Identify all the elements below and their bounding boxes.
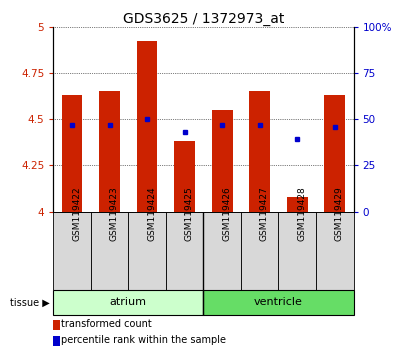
Text: percentile rank within the sample: percentile rank within the sample xyxy=(61,335,226,345)
Text: GSM119429: GSM119429 xyxy=(335,187,344,241)
Text: transformed count: transformed count xyxy=(61,319,152,329)
Text: atrium: atrium xyxy=(110,297,147,307)
Bar xyxy=(99,91,120,212)
Text: GSM119423: GSM119423 xyxy=(110,187,118,241)
Text: GSM119426: GSM119426 xyxy=(222,187,231,241)
Bar xyxy=(287,197,308,212)
Text: tissue ▶: tissue ▶ xyxy=(9,297,49,307)
Text: GSM119422: GSM119422 xyxy=(72,187,81,241)
Text: ventricle: ventricle xyxy=(254,297,303,307)
Bar xyxy=(278,212,316,290)
Bar xyxy=(324,95,345,212)
Bar xyxy=(241,212,278,290)
Bar xyxy=(203,212,241,290)
Bar xyxy=(166,212,203,290)
Bar xyxy=(53,212,91,290)
Bar xyxy=(203,290,354,315)
Bar xyxy=(62,95,83,212)
Text: GSM119427: GSM119427 xyxy=(260,187,269,241)
Bar xyxy=(128,212,166,290)
Bar xyxy=(137,41,158,212)
Title: GDS3625 / 1372973_at: GDS3625 / 1372973_at xyxy=(123,12,284,25)
Text: GSM119424: GSM119424 xyxy=(147,187,156,241)
Bar xyxy=(174,141,195,212)
Bar xyxy=(91,212,128,290)
Bar xyxy=(212,110,233,212)
Bar xyxy=(53,290,203,315)
Bar xyxy=(316,212,354,290)
Bar xyxy=(249,91,270,212)
Text: GSM119428: GSM119428 xyxy=(297,187,306,241)
Text: GSM119425: GSM119425 xyxy=(185,187,194,241)
